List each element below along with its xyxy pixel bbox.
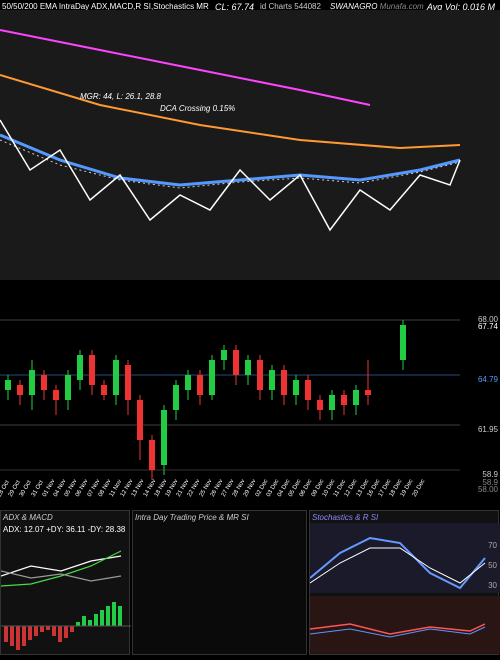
date-axis-label: 13 Nov [131,494,137,498]
date-axis-label: 13 Dec [355,494,361,498]
adx-macd-subchart: ADX & MACDADX: 12.07 +DY: 36.11 -DY: 28.… [0,510,130,655]
date-axis-label: 08 Nov [98,494,104,498]
date-axis-label: 26 Nov [210,494,216,498]
date-axis-label: 28 Oct [0,494,3,498]
date-axis-label: 19 Dec [400,494,406,498]
date-axis-label: 05 Dec [288,494,294,498]
date-axis-label: 29 Nov [243,494,249,498]
intraday-subchart: Intra Day Trading Price & MR SI [132,510,307,655]
date-axis-label: 09 Dec [310,494,316,498]
date-axis-label: 04 Dec [277,494,283,498]
date-axis-label: 29 Oct [8,494,14,498]
svg-text:30: 30 [488,581,497,590]
ema-chart [0,0,500,280]
intra-title: Intra Day Trading Price & MR SI [135,513,249,522]
date-axis-label: 01 Nov [42,494,48,498]
date-axis-label: 30 Oct [19,494,25,498]
date-axis-label: 06 Nov [75,494,81,498]
svg-text:70: 70 [488,541,497,550]
price-axis-label: 67.74 [478,322,498,331]
stochastics-subchart: Stochastics & R SI705030 [309,510,499,655]
date-axis-label: 18 Dec [389,494,395,498]
date-axis-label: 27 Nov [221,494,227,498]
date-axis-label: 21 Nov [176,494,182,498]
mgr-label: MGR: 44, L: 26.1, 28.8 [80,92,161,101]
date-axis-label: 20 Dec [411,494,417,498]
dca-label: DCA Crossing 0.15% [160,104,235,113]
candlestick-chart: 28 Oct29 Oct30 Oct31 Oct01 Nov04 Nov05 N… [0,300,460,490]
price-axis-label: 58.00 [478,485,498,494]
date-axis-label: 02 Dec [254,494,260,498]
date-axis-label: 19 Nov [165,494,171,498]
date-axis-label: 12 Dec [344,494,350,498]
date-axis-label: 05 Nov [64,494,70,498]
price-axis-label: 61.95 [478,425,498,434]
date-axis-label: 31 Oct [30,494,36,498]
date-axis-label: 04 Nov [53,494,59,498]
date-axis-label: 12 Nov [120,494,126,498]
date-axis-label: 11 Nov [109,494,115,498]
svg-text:50: 50 [488,561,497,570]
date-axis-label: 11 Dec [333,494,339,498]
date-axis-label: 22 Nov [187,494,193,498]
date-axis-label: 10 Dec [322,494,328,498]
date-axis-label: 16 Dec [367,494,373,498]
price-axis-label: 64.79 [478,375,498,384]
date-axis-label: 18 Nov [154,494,160,498]
date-axis-label: 28 Nov [232,494,238,498]
date-axis-label: 17 Dec [378,494,384,498]
date-axis-label: 07 Nov [86,494,92,498]
date-axis-label: 25 Nov [198,494,204,498]
date-axis-label: 14 Nov [142,494,148,498]
date-axis-label: 06 Dec [299,494,305,498]
date-axis-label: 03 Dec [266,494,272,498]
